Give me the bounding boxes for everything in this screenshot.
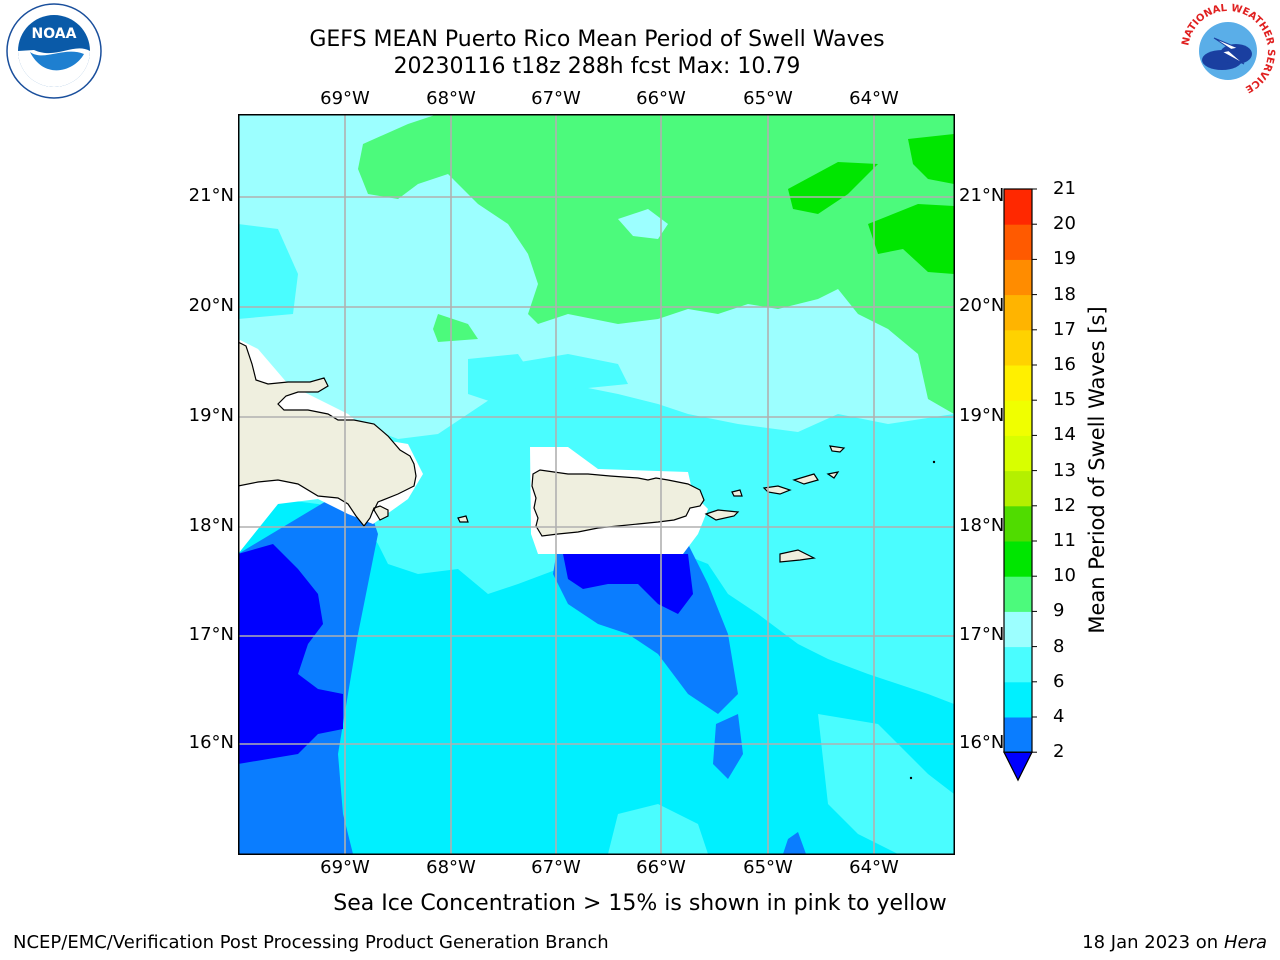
colorbar-segment [1004,576,1032,612]
chart-subtitle: 20230116 t18z 288h fcst Max: 10.79 [393,54,801,79]
colorbar-tick-label: 15 [1053,389,1076,411]
colorbar-segment [1004,329,1032,366]
lat-label-right: 20°N [959,295,1005,316]
colorbar-label: Mean Period of Swell Waves [s] [1085,306,1109,634]
lon-label-top: 68°W [426,88,476,109]
colorbar-tick-label: 13 [1053,459,1076,481]
colorbar-tick-label: 18 [1053,283,1076,305]
land-st-thomas [731,489,743,497]
contour-8-9-hole [618,209,668,239]
colorbar-tick-label: 20 [1053,213,1076,235]
colorbar-segment [1004,470,1032,507]
lat-label-left: 19°N [188,405,234,426]
map-frame [238,114,955,855]
lat-label-right: 21°N [959,185,1005,206]
lon-label-bottom: 67°W [531,857,581,878]
chart-title: GEFS MEAN Puerto Rico Mean Period of Swe… [309,27,885,52]
lon-label-top: 65°W [743,88,793,109]
contour-10-11-e2 [908,134,954,184]
contour-4-6-south [238,494,954,854]
land-mona [457,515,469,523]
lon-label-bottom: 69°W [320,857,370,878]
colorbar [1003,188,1037,782]
colorbar-tick-label: 10 [1053,565,1076,587]
colorbar-underflow [1003,751,1033,782]
lat-label-left: 21°N [188,185,234,206]
colorbar-tick-label: 8 [1053,635,1065,657]
contour-9-10-west [433,314,478,342]
lat-label-left: 20°N [188,295,234,316]
lon-label-top: 66°W [636,88,686,109]
noaa-logo-text: NOAA [32,26,77,42]
footer-machine: Hera [1223,932,1267,953]
lon-label-top: 67°W [531,88,581,109]
lat-label-right: 18°N [959,515,1005,536]
colorbar-segment [1004,224,1032,260]
lat-label-left: 18°N [188,515,234,536]
lon-label-bottom: 64°W [849,857,899,878]
colorbar-tick-label: 9 [1053,600,1065,622]
colorbar-segment [1004,365,1032,401]
colorbar-tick-label: 19 [1053,248,1076,270]
contour-6-8-patch-center2 [508,354,628,389]
colorbar-segment [1004,435,1032,472]
colorbar-segment [1004,681,1032,718]
lat-label-left: 17°N [188,624,234,645]
colorbar-segment [1004,611,1032,648]
colorbar-tick-label: 6 [1053,670,1065,692]
contour-2-4-bottom [783,832,806,854]
lat-label-right: 19°N [959,405,1005,426]
colorbar-tick-label: 12 [1053,494,1076,516]
land-islet-south [909,776,913,780]
footer-date-text: 18 Jan 2023 on [1082,932,1224,953]
contour-below-2-sw [238,544,343,764]
colorbar-tick-label: 16 [1053,354,1076,375]
colorbar-segment [1004,541,1032,577]
graticule [238,114,954,854]
colorbar-segment [1004,189,1032,225]
land-st-croix [779,549,816,563]
land-virgin-gorda [826,471,840,479]
lon-label-bottom: 65°W [743,857,793,878]
lon-label-top: 69°W [320,88,370,109]
colorbar-tick-label: 2 [1053,741,1065,763]
noaa-logo: NOAA [6,3,102,99]
colorbar-segment [1004,505,1032,542]
lon-label-top: 64°W [849,88,899,109]
lat-label-left: 16°N [188,732,234,753]
contour-10-11-e [868,204,954,274]
colorbar-tick-label: 4 [1053,706,1065,727]
land-vieques [704,509,740,521]
footer-credit: NCEP/EMC/Verification Post Processing Pr… [13,932,609,953]
land-anegada [829,445,846,453]
contour-2-4-se [713,714,743,779]
colorbar-tick-label: 17 [1053,318,1076,340]
colorbar-tick-label: 11 [1053,530,1076,551]
colorbar-segment [1004,400,1032,436]
lon-label-bottom: 66°W [636,857,686,878]
contour-6-8-patch-south [608,804,708,854]
land-hispaniola [238,341,417,527]
lat-label-right: 17°N [959,624,1005,645]
colorbar-segment [1004,259,1032,296]
contour-6-8-patch-nw [238,224,298,319]
colorbar-tick-label: 14 [1053,424,1076,446]
lon-label-bottom: 68°W [426,857,476,878]
colorbar-segment [1004,717,1032,753]
swell-period-map [238,114,955,855]
colorbar-segment [1004,294,1032,331]
land-islet-east [932,460,936,464]
footer-note: Sea Ice Concentration > 15% is shown in … [333,891,947,916]
colorbar-segment [1004,646,1032,683]
lat-label-right: 16°N [959,732,1005,753]
contour-6-8-patch-se [818,714,954,854]
land-tortola [792,473,819,485]
contour-10-11-ne [788,162,878,214]
colorbar-tick-label: 21 [1053,178,1076,199]
footer-date: 18 Jan 2023 on Hera [1082,932,1267,953]
nws-logo: NATIONAL WEATHER SERVICE [1180,3,1276,97]
